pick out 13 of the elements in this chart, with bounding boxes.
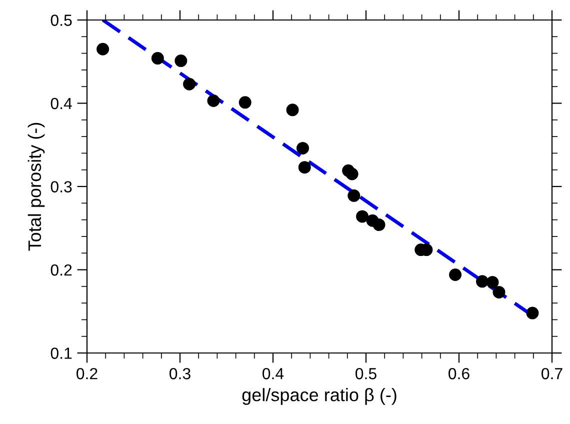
x-tick-label: 0.3 [170,368,190,380]
x-tick-label: 0.2 [76,368,98,380]
x-tick-label: 0.4 [262,368,284,380]
x-tick-label: 0.6 [448,368,470,380]
y-axis-title: Total porosity (-) [28,122,45,251]
x-tick-label: 0.5 [356,368,376,380]
x-tick-label: 0.7 [542,368,562,380]
y-tick-label: 0.1 [50,348,72,359]
y-tick-label: 0.5 [50,14,72,26]
y-tick-label: 0.4 [50,98,72,110]
y-tick-label: 0.3 [50,181,72,192]
x-axis-title: gel/space ratio β (-) [242,388,396,405]
y-tick-label: 0.2 [50,264,72,276]
